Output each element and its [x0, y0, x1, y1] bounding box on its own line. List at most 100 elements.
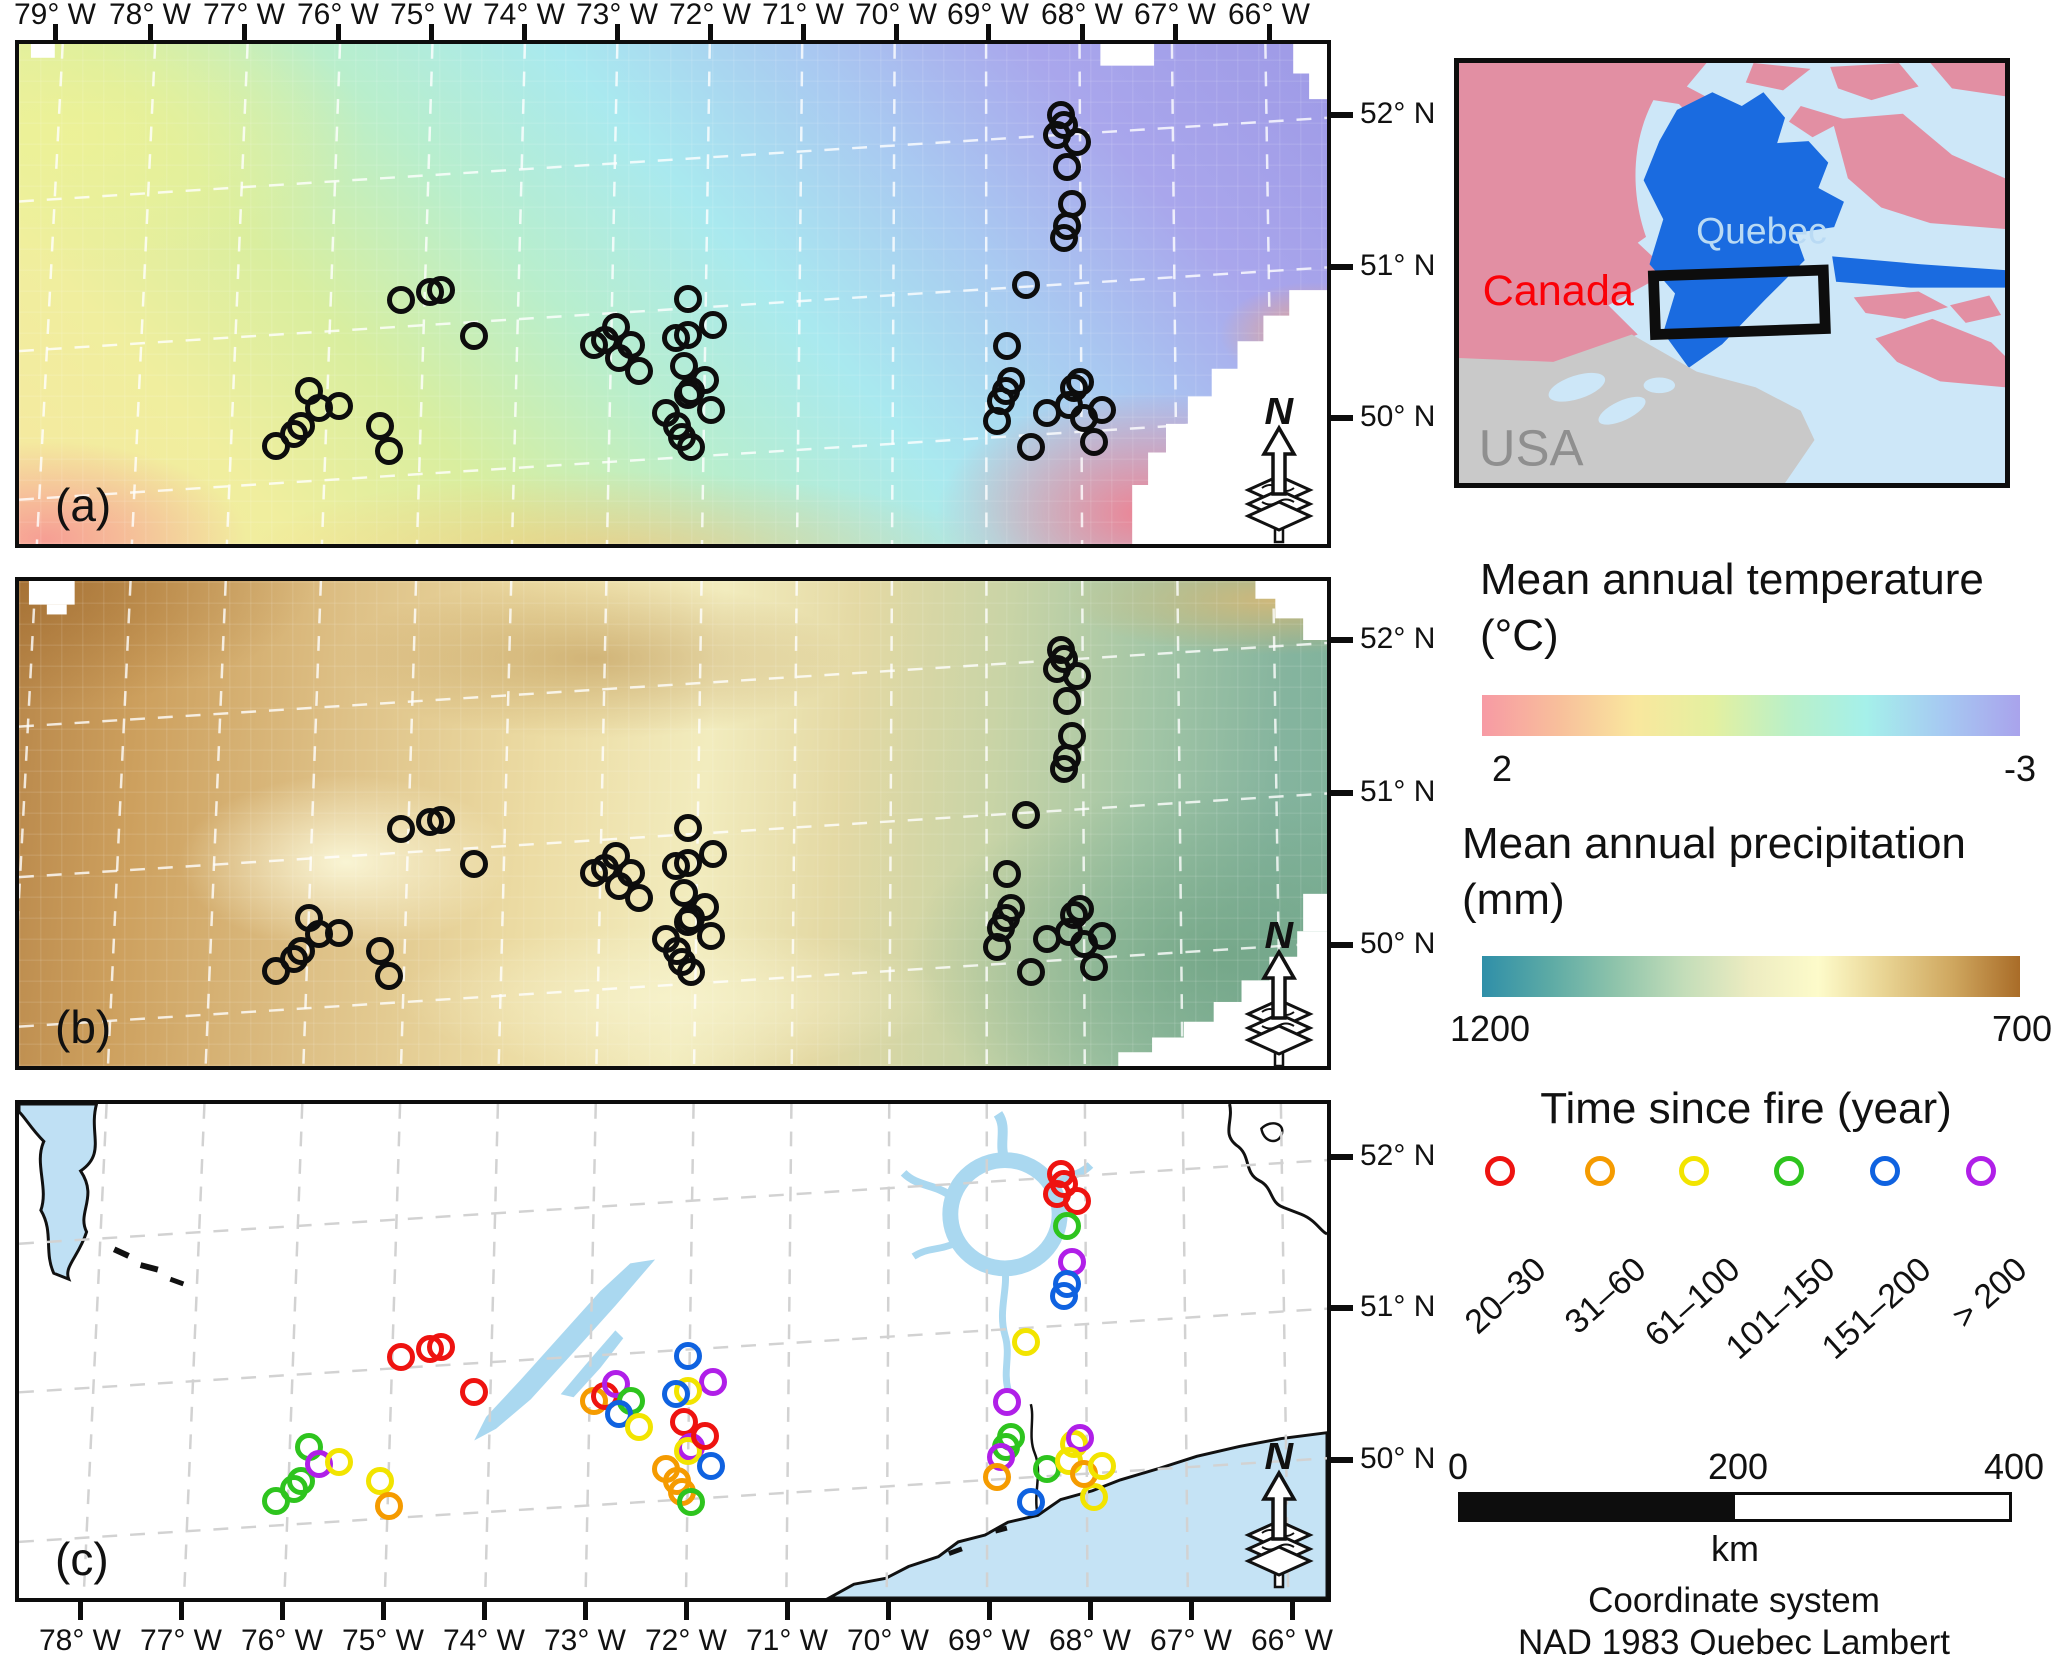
lon-label: 75° W — [389, 0, 473, 31]
site-marker — [286, 411, 315, 440]
site-marker — [1052, 153, 1081, 182]
site-marker — [1011, 270, 1040, 299]
site-marker — [324, 1447, 353, 1476]
graticule-a — [19, 44, 1327, 544]
site-marker — [1088, 922, 1117, 951]
panel-label-b: (b) — [55, 1001, 112, 1053]
inset-quebec — [1643, 92, 1844, 368]
site-marker — [690, 892, 719, 921]
fire-class-ring — [1870, 1156, 1900, 1186]
panel-label-c: (c) — [55, 1533, 109, 1585]
lat-label: 52° N — [1360, 1139, 1436, 1172]
lat-tick — [1331, 112, 1353, 118]
site-marker — [324, 392, 353, 421]
site-marker — [1052, 686, 1081, 715]
lon-label: 77° W — [139, 1624, 223, 1655]
coastline — [1227, 1104, 1327, 1236]
lon-label: 76° W — [240, 1624, 324, 1655]
map-panel-precipitation: (b) — [15, 577, 1331, 1070]
meridian-line — [130, 44, 157, 544]
site-marker — [386, 1343, 415, 1371]
site-marker — [1080, 1483, 1109, 1512]
lon-label: 67° W — [1133, 0, 1217, 31]
lon-label: 72° W — [644, 1624, 728, 1655]
site-marker — [673, 1436, 702, 1465]
site-marker — [982, 933, 1011, 962]
reservoir-lake — [474, 1259, 656, 1441]
site-marker — [982, 1462, 1011, 1491]
site-marker — [690, 365, 719, 394]
scalebar-unit: km — [1711, 1528, 1759, 1569]
site-marker — [993, 859, 1022, 888]
lon-tick — [1189, 1602, 1194, 1620]
site-marker — [460, 849, 489, 878]
site-marker — [374, 1492, 403, 1521]
site-marker — [661, 851, 690, 880]
lon-label: 77° W — [202, 0, 286, 31]
lat-label: 50° N — [1360, 1442, 1436, 1475]
meridian-line — [225, 44, 249, 544]
site-marker — [1065, 894, 1094, 923]
lon-tick — [381, 1602, 386, 1620]
lon-label: 78° W — [108, 0, 192, 31]
lon-tick — [987, 1602, 992, 1620]
precipitation-raster — [19, 581, 1327, 1066]
site-marker — [673, 285, 702, 314]
gulf-st-lawrence — [825, 1431, 1327, 1598]
site-marker — [993, 331, 1022, 360]
site-marker — [605, 343, 634, 372]
temperature-legend-title: Mean annual temperature (°C) — [1480, 555, 1984, 660]
lon-tick — [429, 24, 434, 40]
precipitation-legend-title: Mean annual precipitation (mm) — [1462, 819, 1966, 924]
site-marker — [1065, 1423, 1094, 1452]
lat-tick — [1331, 942, 1353, 948]
lat-tick — [1331, 264, 1353, 270]
site-marker — [661, 323, 690, 352]
lat-label: 51° N — [1360, 249, 1436, 282]
lat-tick — [1331, 790, 1353, 796]
site-marker — [1052, 1211, 1081, 1240]
north-arrow-icon — [1240, 1443, 1318, 1591]
meridian-line — [1170, 44, 1179, 544]
site-marker — [1017, 957, 1045, 986]
scalebar-filled-half — [1461, 1495, 1735, 1519]
site-marker — [286, 1467, 315, 1495]
site-marker — [1080, 953, 1109, 982]
lon-tick — [986, 24, 991, 40]
lon-tick — [1088, 1602, 1093, 1620]
lon-label: 74° W — [482, 0, 566, 31]
lon-label: 70° W — [854, 0, 938, 31]
lon-tick — [801, 24, 806, 40]
site-marker — [427, 1332, 456, 1361]
site-marker — [697, 396, 726, 425]
lon-tick — [148, 24, 153, 40]
site-marker — [365, 1467, 394, 1495]
lon-tick — [242, 24, 247, 40]
fire-class-ring — [1585, 1156, 1615, 1186]
lat-tick — [1331, 637, 1353, 643]
site-marker — [1049, 224, 1078, 253]
lon-label: 79° W — [13, 0, 97, 31]
fire-class-ring — [1679, 1156, 1709, 1186]
site-marker — [374, 961, 403, 990]
lon-tick — [894, 24, 899, 40]
lon-label: 71° W — [761, 0, 845, 31]
site-marker — [697, 922, 726, 951]
site-marker — [697, 1451, 726, 1480]
lat-label: 51° N — [1360, 1290, 1436, 1323]
raster-pixel-grid — [19, 581, 1327, 1066]
lon-tick — [522, 24, 527, 40]
scalebar — [1458, 1492, 2012, 1522]
site-marker — [698, 311, 727, 340]
site-marker — [1017, 432, 1045, 461]
scale-number: 200 — [1707, 1446, 1769, 1487]
lon-label: 69° W — [946, 0, 1030, 31]
lat-tick — [1331, 1305, 1353, 1311]
site-marker — [1065, 367, 1094, 396]
parallel-line — [19, 1158, 1327, 1245]
temperature-colorbar — [1482, 695, 2020, 736]
lon-label: 76° W — [296, 0, 380, 31]
site-marker — [374, 436, 403, 465]
site-marker — [1088, 396, 1117, 425]
meridian-line — [1078, 44, 1084, 544]
